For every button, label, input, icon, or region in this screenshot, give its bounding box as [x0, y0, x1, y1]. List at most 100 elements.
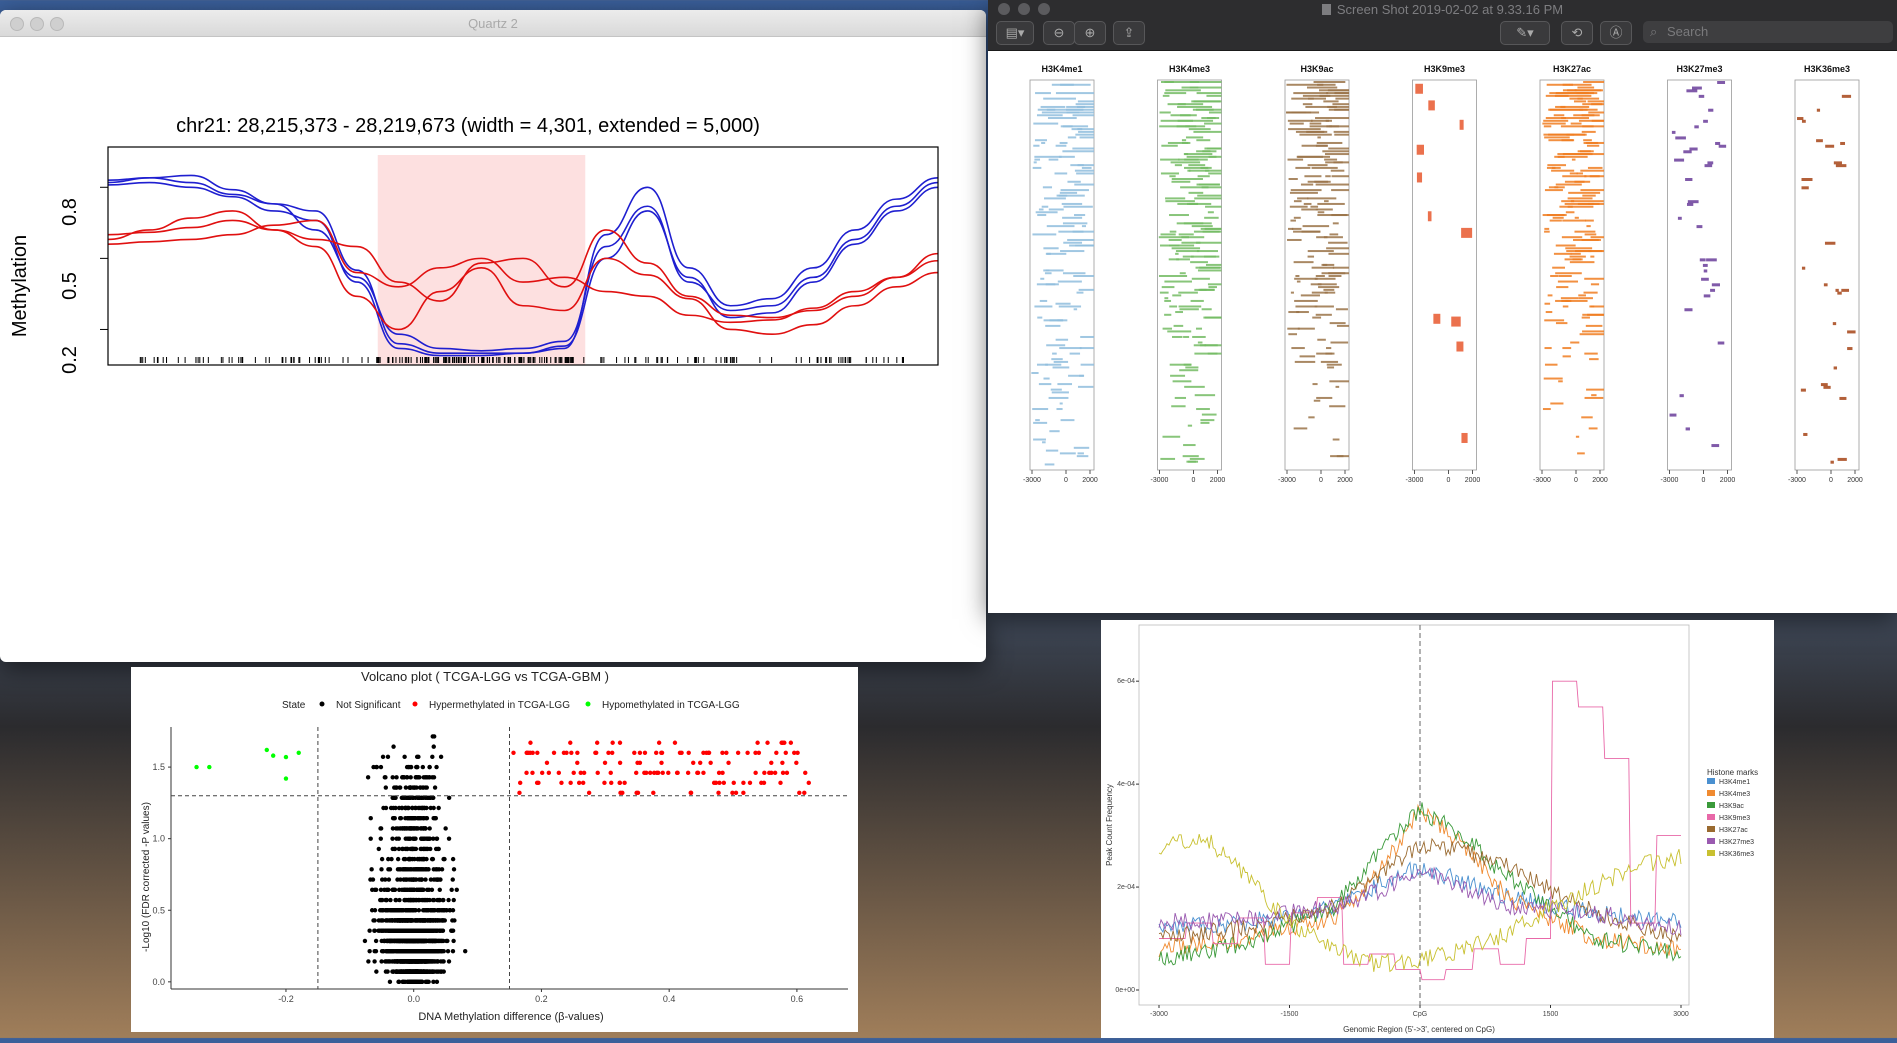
legend-swatch [319, 701, 325, 707]
heatmap-cell [1036, 114, 1063, 117]
heatmap-cell [1565, 247, 1593, 250]
preview-window-title: Screen Shot 2019-02-02 at 9.33.16 PM [988, 2, 1897, 17]
x-tick-label: 0.4 [663, 994, 676, 1004]
heatmap-cell [1306, 86, 1338, 89]
volcano-point [433, 918, 439, 923]
heatmap-cell [1169, 244, 1195, 247]
share-button[interactable]: ⇪ [1113, 21, 1145, 45]
heatmap-cell [1293, 92, 1329, 95]
heatmap-cell [1317, 83, 1336, 86]
heatmap-cell [1800, 388, 1806, 392]
volcano-point [420, 948, 426, 954]
heatmap-cell [1335, 308, 1348, 311]
heatmap-cell [1074, 183, 1094, 186]
volcano-point [803, 770, 808, 776]
heatmap-cell [1580, 169, 1604, 172]
heatmap-cell [1294, 360, 1316, 363]
heatmap-cell [1314, 277, 1336, 280]
rotate-button[interactable]: ⟲ [1561, 21, 1593, 45]
heatmap-cell [1202, 150, 1211, 153]
heatmap-cell [1031, 372, 1039, 374]
heatmap-cell [1334, 92, 1349, 95]
volcano-point [642, 750, 648, 755]
volcano-point [423, 877, 428, 882]
volcano-point [403, 877, 408, 882]
profile-line [1158, 866, 1682, 936]
x-tick-label: -1500 [1281, 1011, 1299, 1018]
x-tick-label: 1500 [1543, 1011, 1559, 1018]
heatmap-cell [1797, 117, 1804, 121]
heatmap-cell [1194, 394, 1216, 397]
heatmap-cell [1172, 380, 1192, 383]
volcano-point [780, 740, 786, 745]
heatmap-cell [1195, 327, 1203, 330]
zoom-in-button[interactable]: ⊕ [1074, 21, 1106, 45]
legend-title: State [282, 700, 306, 711]
heatmap-cell [1310, 119, 1332, 122]
volcano-point [745, 750, 750, 755]
heatmap-cell [1042, 441, 1046, 444]
heatmap-cell [1573, 100, 1587, 103]
volcano-point [578, 770, 583, 776]
minimize-window-button[interactable] [30, 17, 44, 31]
heatmap-cell [1555, 183, 1582, 186]
volcano-point [434, 979, 440, 985]
heatmap-cell [1687, 200, 1699, 204]
heatmap-cell [1174, 396, 1187, 399]
zoom-window-button[interactable] [1038, 3, 1050, 15]
volcano-point [430, 908, 435, 913]
volcano-point [391, 805, 396, 811]
close-window-button[interactable] [10, 17, 24, 31]
heatmap-cell [1433, 313, 1441, 324]
heatmap-cell [1549, 92, 1589, 95]
volcano-point [388, 908, 394, 913]
heatmap-cell [1062, 216, 1083, 219]
heatmap-cell [1461, 432, 1468, 443]
zoom-window-button[interactable] [50, 17, 64, 31]
heatmap-cell [1428, 100, 1435, 111]
volcano-point [651, 790, 656, 796]
volcano-point [691, 760, 696, 765]
volcano-point [720, 770, 725, 776]
volcano-point [517, 790, 522, 796]
y-tick-label: 2e-04 [1117, 884, 1135, 891]
heatmap-cell [1058, 305, 1082, 308]
legend-label: Hypomethylated in TCGA-LGG [602, 700, 740, 711]
heatmap-cell [1569, 255, 1586, 258]
volcano-point [802, 790, 807, 796]
heatmap-cell [1701, 277, 1709, 281]
sidebar-toggle-button[interactable]: ▤▾ [996, 21, 1034, 45]
heatmap-cell [1080, 363, 1094, 366]
methylation-line [107, 174, 939, 354]
search-field[interactable]: ⌕ Search [1643, 21, 1893, 43]
volcano-point [430, 959, 436, 964]
markup-pen-button[interactable]: ✎▾ [1500, 21, 1550, 45]
volcano-point [413, 867, 418, 872]
heatmap-cell [1169, 305, 1178, 308]
volcano-point [402, 887, 408, 893]
volcano-point [428, 918, 434, 923]
close-window-button[interactable] [998, 3, 1010, 15]
volcano-point [426, 979, 431, 985]
minimize-window-button[interactable] [1018, 3, 1030, 15]
heatmap-cell [1161, 81, 1200, 83]
heatmap-cell [1558, 380, 1563, 383]
heatmap-cell [1062, 272, 1086, 275]
volcano-point [447, 908, 453, 913]
heatmap-cell [1301, 208, 1318, 211]
zoom-out-button[interactable]: ⊖ [1043, 21, 1075, 45]
heatmap-cell [1544, 227, 1550, 230]
volcano-point [806, 780, 811, 786]
volcano-point [724, 750, 729, 755]
heatmap-cell [1055, 144, 1067, 147]
heatmap-cell [1043, 269, 1064, 272]
heatmap-cell [1581, 316, 1590, 319]
volcano-point [686, 750, 691, 755]
heatmap-cell [1459, 119, 1464, 130]
heatmap-cell [1193, 130, 1222, 133]
volcano-point [432, 938, 437, 944]
volcano-point [653, 750, 659, 755]
volcano-point [618, 790, 623, 796]
volcano-point [717, 780, 722, 786]
annotate-button[interactable]: Ⓐ [1600, 21, 1632, 45]
